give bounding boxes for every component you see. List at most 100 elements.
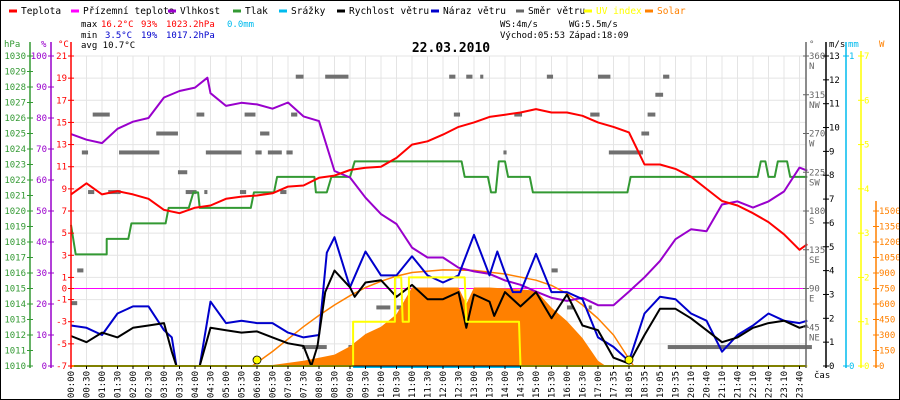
axis-wind-tick-label: 11 — [829, 100, 840, 110]
x-tick-label: 18:05 — [625, 371, 635, 398]
axis-solar-tick-label: 450 — [879, 316, 895, 326]
axis-hpa-tick-label: 1022 — [4, 176, 26, 186]
x-tick-label: 07:30 — [300, 371, 310, 398]
rain-total: 0.0mm — [227, 20, 254, 30]
axis-hpa-tick-label: 1027 — [4, 99, 26, 109]
axis-dir-compass-label: SW — [809, 178, 820, 188]
axis-dir-compass-label: W — [809, 140, 815, 150]
axis-hpa-tick-label: 1013 — [4, 316, 26, 326]
wind-direction-mark — [588, 305, 592, 310]
x-tick-label: 17:35 — [610, 371, 620, 398]
x-tick-label: 03:00 — [160, 371, 170, 398]
wind-direction-mark — [567, 305, 574, 310]
axis-wind-tick-label: 5 — [829, 243, 834, 253]
axis-temp-tick-label: 0 — [62, 285, 67, 295]
wind-direction-mark — [196, 112, 205, 117]
x-tick-label: 08:30 — [331, 371, 341, 398]
min-temp: 3.5°C — [105, 31, 132, 41]
x-tick-label: 10:30 — [393, 371, 403, 398]
x-tick-label: 16:00 — [563, 371, 573, 398]
axis-rain-tick-label: 1 — [849, 52, 854, 62]
axis-dir-compass-label: E — [809, 295, 814, 305]
wind-direction-mark — [119, 150, 160, 155]
axis-rain-tick-label: 0 — [849, 362, 854, 372]
x-tick-label: 04:00 — [191, 371, 201, 398]
axis-temp-tick-label: 17 — [56, 96, 67, 106]
axis-pct-tick-label: 80 — [36, 114, 47, 124]
axis-wind-unit: m/s — [829, 40, 845, 50]
plot-area — [70, 74, 812, 368]
axis-solar-tick-label: 900 — [879, 269, 895, 279]
wind-direction-mark — [295, 74, 304, 79]
x-tick-label: 23:10 — [780, 371, 790, 398]
axis-wind-tick-label: 0 — [829, 362, 834, 372]
axis-uv-tick-label: 0 — [864, 362, 869, 372]
x-tick-label: 11:00 — [408, 371, 418, 398]
legend-label: Rychlost větru — [349, 6, 429, 17]
x-tick-label: 15:00 — [532, 371, 542, 398]
axis-temp-unit: °C — [58, 40, 69, 50]
chart-title: 22.03.2010 — [412, 41, 490, 56]
axis-uv-tick-label: 7 — [864, 52, 869, 62]
legend-label: Srážky — [291, 6, 326, 17]
x-tick-label: 13:30 — [486, 371, 496, 398]
axis-temp-tick-label: 7 — [62, 207, 67, 217]
wind-direction-mark — [92, 112, 110, 117]
axis-uv-tick-label: 1 — [864, 318, 869, 328]
wind-direction-mark — [453, 112, 461, 117]
axes: 00:00 00:30 01:00 01:30 02:00 02:30 03:00 03:30… — [4, 40, 899, 398]
x-tick-label: 14:30 — [517, 371, 527, 398]
axis-hpa-tick-label: 1011 — [4, 347, 26, 357]
axis-temp-tick-label: 5 — [62, 229, 67, 239]
axis-dir-tick-label: 135 — [809, 246, 825, 256]
wind-direction-mark — [286, 150, 293, 155]
series-solar-theoretical-line — [251, 269, 635, 367]
legend-label: Vlhkost — [180, 6, 220, 17]
wind-direction-mark — [449, 74, 456, 79]
axis-pct-tick-label: 90 — [36, 83, 47, 93]
axis-pct-tick-label: 40 — [36, 238, 47, 248]
axis-temp-tick-label: -5 — [56, 340, 67, 350]
wind-direction-mark — [291, 112, 298, 117]
x-tick-label: 21:10 — [718, 371, 728, 398]
wind-direction-mark — [244, 112, 256, 117]
axis-wind-tick-label: 9 — [829, 147, 834, 157]
sunset-time: Západ:18:09 — [569, 31, 629, 41]
axis-hpa-tick-label: 1028 — [4, 83, 26, 93]
axis-temp-tick-label: -1 — [56, 296, 67, 306]
wind-gust-max: WG:5.5m/s — [569, 20, 618, 30]
axis-temp-tick-label: 15 — [56, 118, 67, 128]
x-tick-label: 14:00 — [501, 371, 511, 398]
x-tick-label: 01:00 — [98, 371, 108, 398]
x-tick-label: 16:30 — [579, 371, 589, 398]
x-tick-label: 01:30 — [114, 371, 124, 398]
x-tick-label: 04:30 — [207, 371, 217, 398]
max-temp: 16.2°C — [101, 20, 134, 30]
axis-wind-tick-label: 2 — [829, 314, 834, 324]
axis-temp-tick-label: 21 — [56, 52, 67, 62]
axis-solar-tick-label: 600 — [879, 300, 895, 310]
axis-hpa-tick-label: 1026 — [4, 114, 26, 124]
wind-direction-mark — [546, 74, 554, 79]
min-humidity: 19% — [141, 31, 158, 41]
x-tick-label: 09:30 — [362, 371, 372, 398]
axis-wind-tick-label: 7 — [829, 195, 834, 205]
wind-direction-mark — [280, 190, 287, 195]
axis-hpa-tick-label: 1025 — [4, 130, 26, 140]
axis-solar-unit: W — [879, 40, 885, 50]
wind-direction-mark — [77, 268, 84, 273]
axis-dir-unit: ° — [809, 40, 814, 50]
axis-uv-tick-label: 5 — [864, 141, 869, 151]
legend-label: Teplota — [21, 6, 61, 17]
axis-hpa-tick-label: 1010 — [4, 362, 26, 372]
series-tlak-line — [70, 160, 808, 256]
max-humidity: 93% — [141, 20, 158, 30]
x-tick-label: 05:30 — [238, 371, 248, 398]
axis-hpa-tick-label: 1021 — [4, 192, 26, 202]
axis-dir-tick-label: 270 — [809, 130, 825, 140]
wind-direction-mark — [88, 190, 95, 195]
x-tick-label: 08:00 — [315, 371, 325, 398]
wind-direction-mark — [376, 305, 391, 310]
axis-wind-tick-label: 12 — [829, 76, 840, 86]
